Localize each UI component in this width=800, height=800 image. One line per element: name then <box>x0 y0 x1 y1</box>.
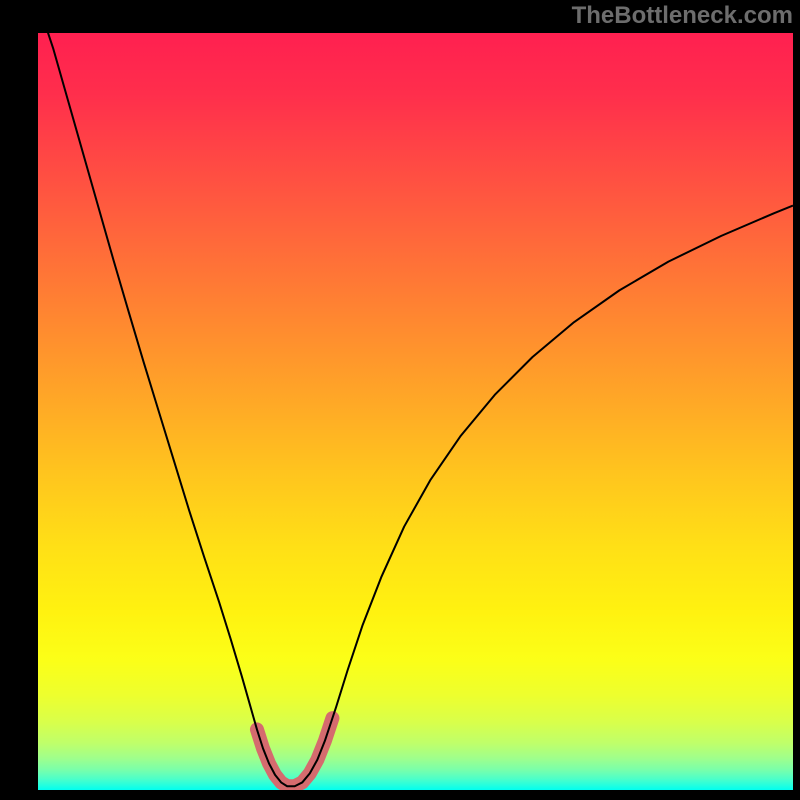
plot-area <box>38 33 793 790</box>
plot-svg <box>38 33 793 790</box>
plot-background <box>38 33 793 790</box>
watermark-text: TheBottleneck.com <box>572 2 793 30</box>
